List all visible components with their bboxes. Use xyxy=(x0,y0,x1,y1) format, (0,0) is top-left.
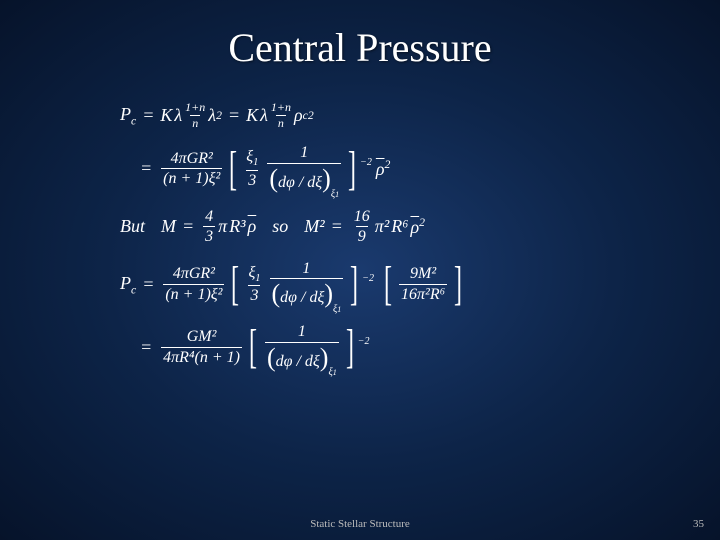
bracket-eq2: [ ξ1 3 1 (dφ / dξ)ξ1 ] xyxy=(225,144,360,193)
equation-1: Pc = K λ 1+n n λ2 = K λ 1+n n ρc2 xyxy=(120,101,620,130)
equation-3: But M = 4 3 π R³ ρ so M² = 16 9 π² R⁶ ρ2 xyxy=(120,208,620,246)
var-k: K xyxy=(160,105,172,126)
equation-5: = GM² 4πR⁴(n + 1) [ 1 (dφ / dξ)ξ1 ] −2 xyxy=(140,323,620,372)
footer-text: Static Stellar Structure xyxy=(0,518,720,530)
equation-2: = 4πGR² (n + 1)ξ² [ ξ1 3 1 (dφ / dξ)ξ1 ]… xyxy=(140,144,620,193)
word-so: so xyxy=(272,216,288,237)
equation-4: Pc = 4πGR² (n + 1)ξ² [ ξ1 3 1 (dφ / dξ)ξ… xyxy=(120,260,620,309)
equations-block: Pc = K λ 1+n n λ2 = K λ 1+n n ρc2 = 4πGR… xyxy=(0,71,720,372)
var-lambda: λ xyxy=(174,105,182,126)
word-but: But xyxy=(120,216,145,237)
page-number: 35 xyxy=(693,518,704,530)
slide-title: Central Pressure xyxy=(0,0,720,71)
var-pc: Pc xyxy=(120,104,136,128)
